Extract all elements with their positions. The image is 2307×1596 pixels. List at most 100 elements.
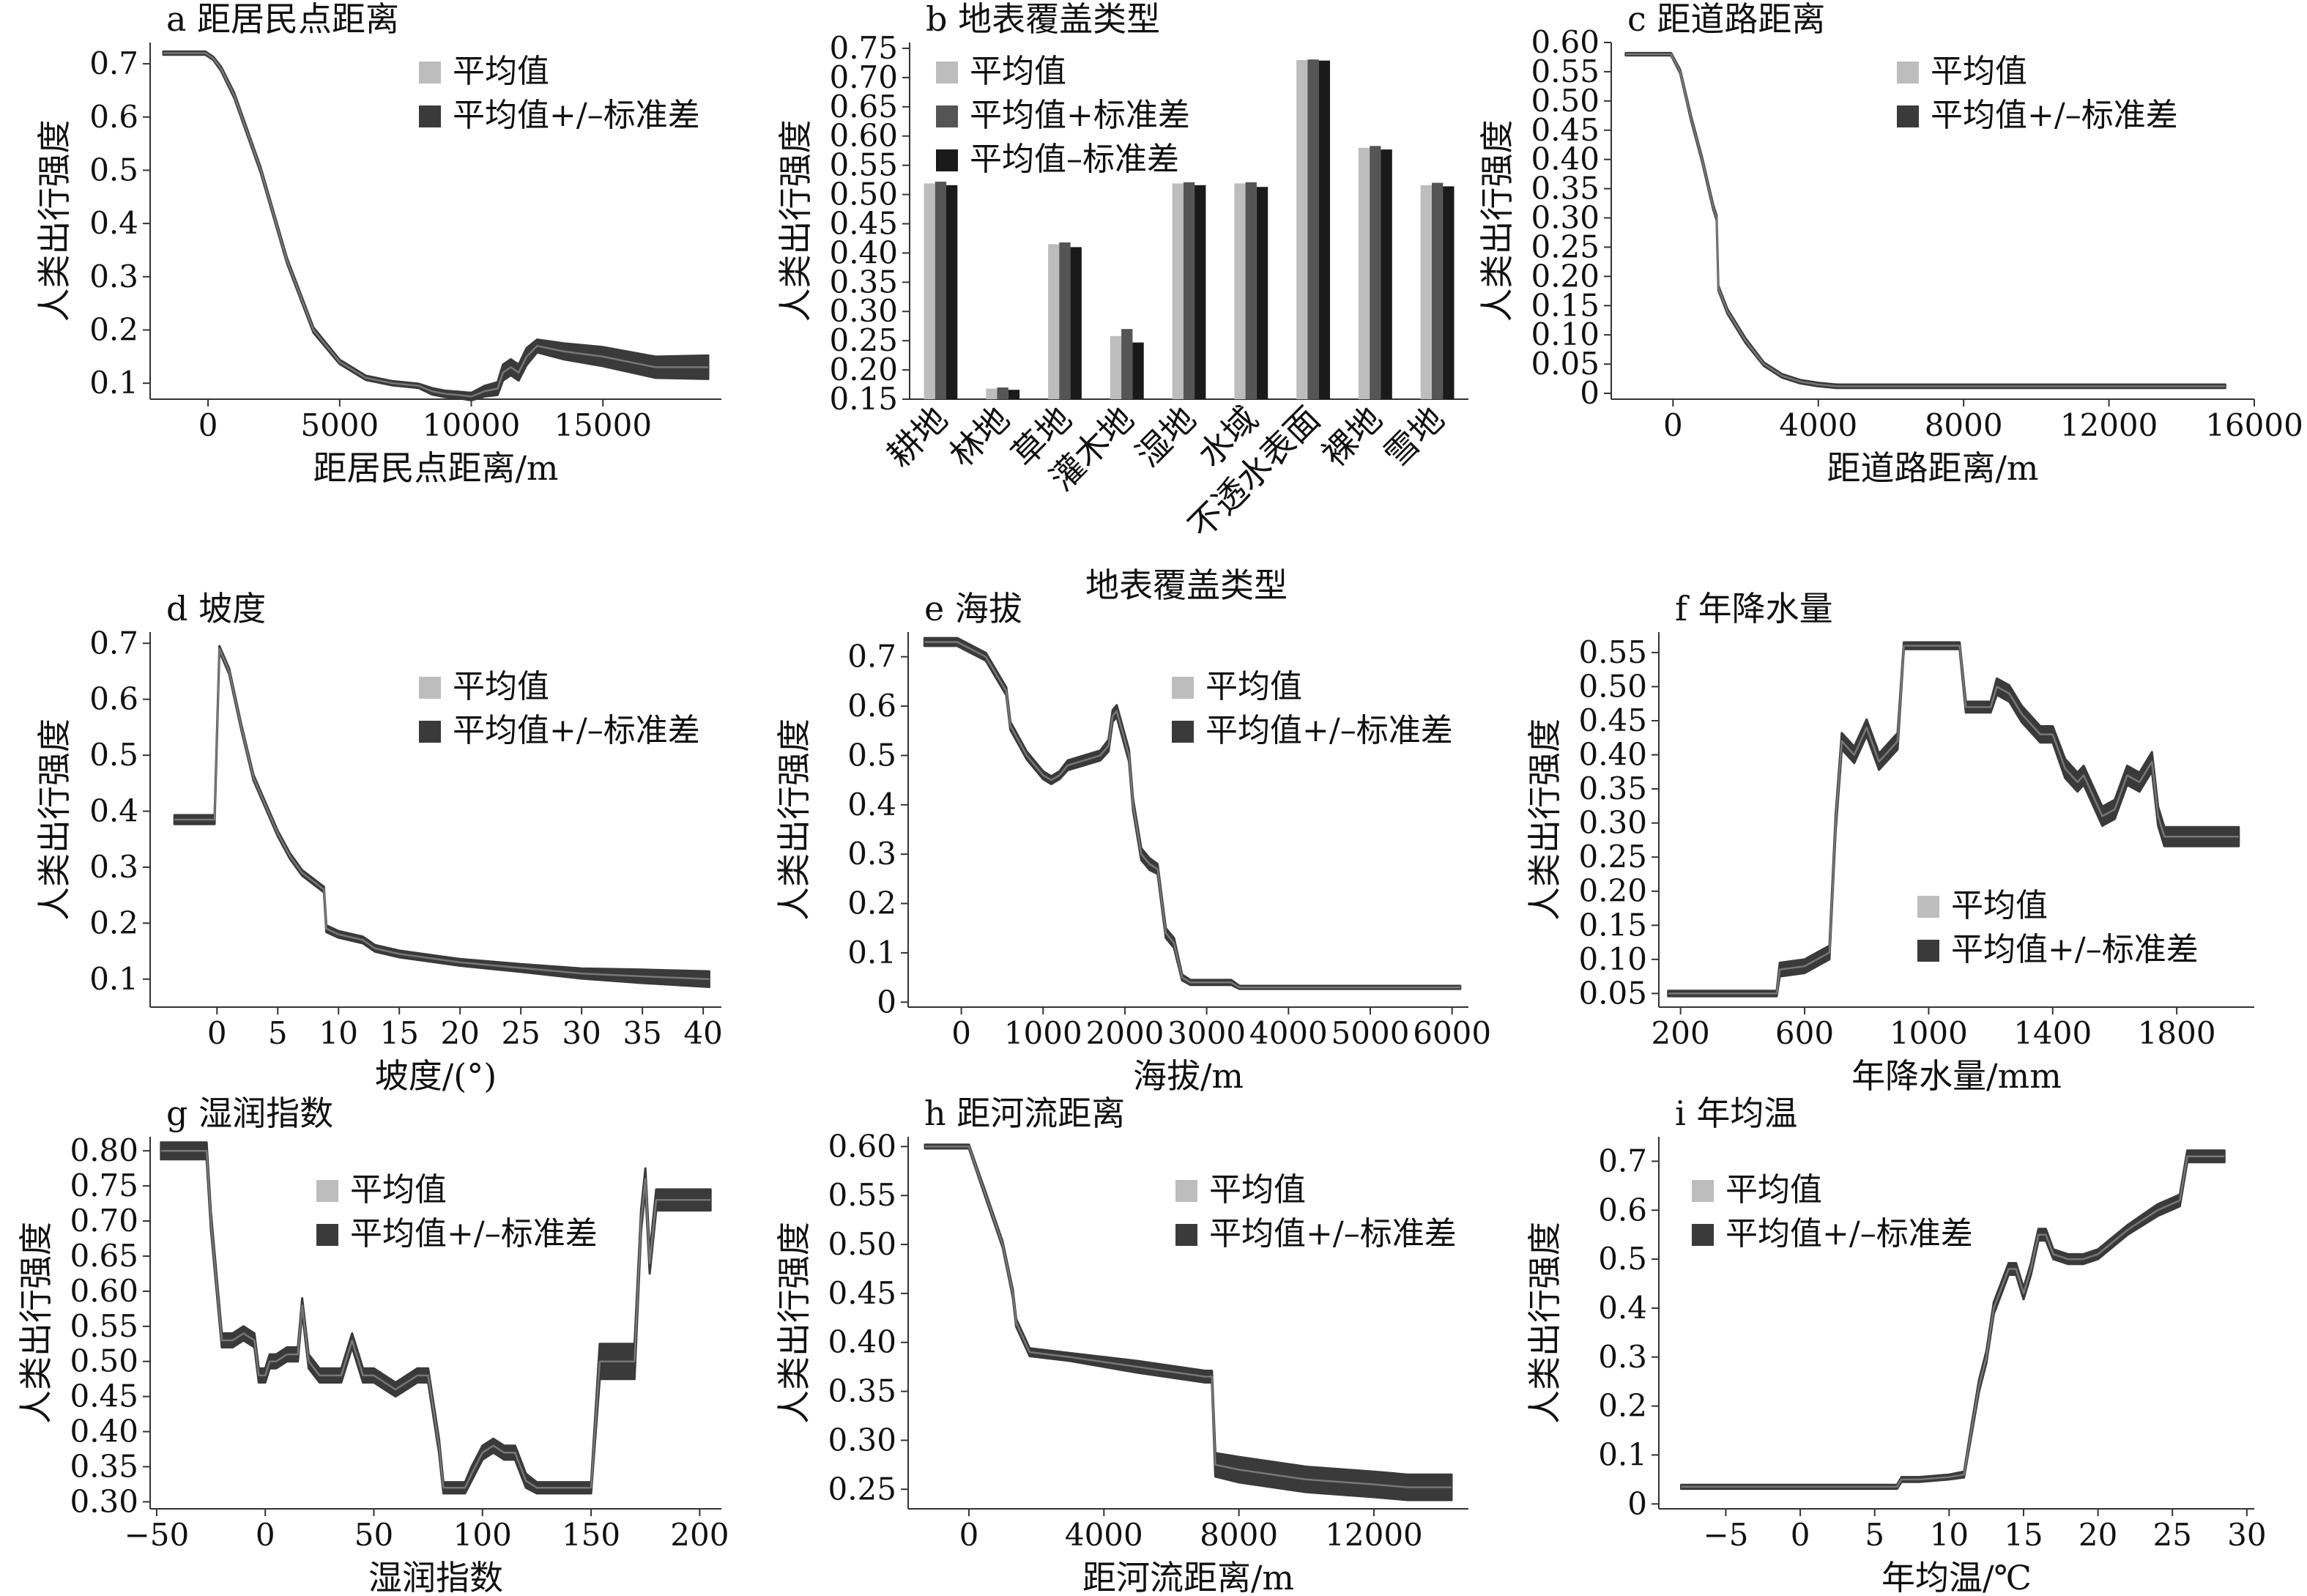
mean-line-h-0 [925, 1146, 1452, 1488]
sd-band-f-0 [1667, 641, 2240, 998]
x-tick-label-i-5: 20 [2078, 1517, 2117, 1553]
y-tick-label-c-1: 0.05 [1531, 346, 1600, 382]
x-tick-label-d-7: 35 [623, 1015, 661, 1051]
panel-b: 0.150.200.250.300.350.400.450.500.550.60… [776, 0, 1468, 546]
legend-swatch-b-0 [936, 62, 958, 83]
x-tick-label-d-0: 0 [207, 1015, 227, 1051]
y-tick-label-f-5: 0.30 [1578, 805, 1647, 841]
mean-line-i-0 [1681, 1155, 2225, 1488]
x-tick-label-f-3: 1400 [2013, 1015, 2092, 1051]
x-tick-label-a-3: 15000 [554, 407, 652, 443]
y-tick-label-g-3: 0.45 [70, 1378, 138, 1414]
panel-title-f: f 年降水量 [1675, 589, 1833, 628]
legend-label-c-1: 平均值+/–标准差 [1931, 97, 2178, 134]
x-tick-label-i-7: 30 [2227, 1517, 2266, 1553]
legend-label-f-0: 平均值 [1951, 887, 2048, 924]
panel-title-g: g 湿润指数 [166, 1094, 333, 1133]
sd-band-a-0 [162, 50, 710, 401]
legend-label-h-1: 平均值+/–标准差 [1209, 1215, 1457, 1252]
y-tick-label-i-3: 0.3 [1598, 1339, 1647, 1375]
x-tick-label-h-2: 8000 [1200, 1517, 1278, 1553]
y-tick-label-g-8: 0.70 [70, 1203, 138, 1239]
x-tick-label-i-1: 0 [1791, 1517, 1810, 1553]
y-axis-label-h: 人类出行强度 [774, 1222, 814, 1424]
y-tick-label-c-8: 0.40 [1531, 141, 1600, 177]
bar-b-1-0 [986, 388, 998, 399]
y-tick-label-h-5: 0.50 [828, 1226, 896, 1262]
legend-swatch-e-0 [1172, 677, 1194, 699]
x-tick-label-c-4: 16000 [2205, 407, 2303, 443]
bar-b-2-1 [1059, 242, 1071, 399]
panel-d: 0.1 0.2 0.3 0.4 0.5 0.6 0.7 人类出行强度 0 5 10 15 20 25 30 3… [34, 589, 723, 1096]
y-tick-label-d-5: 0.6 [89, 681, 138, 717]
y-tick-label-c-9: 0.45 [1531, 112, 1600, 148]
y-tick-label-d-6: 0.7 [89, 625, 138, 661]
y-tick-label-b-6: 0.45 [829, 205, 898, 241]
y-tick-label-e-5: 0.5 [847, 737, 896, 773]
x-tick-label-f-0: 200 [1652, 1015, 1710, 1051]
y-tick-label-i-7: 0.7 [1598, 1143, 1647, 1179]
x-tick-label-g-4: 150 [562, 1517, 620, 1553]
bar-b-8-2 [1443, 186, 1455, 399]
legend-swatch-h-0 [1175, 1180, 1197, 1202]
x-axis-label-i: 年均温/℃ [1881, 1558, 2032, 1596]
y-tick-label-b-11: 0.70 [829, 59, 898, 95]
x-category-label-b-1: 林地 [942, 399, 1017, 475]
x-axis-label-d: 坡度/(°) [375, 1056, 497, 1096]
bar-b-0-1 [935, 182, 947, 399]
panel-b-extra-xlabel: 地表覆盖类型 [1085, 565, 1288, 605]
panel-a: 0.1 0.2 0.3 0.4 0.5 0.6 0.7 人类出行强度 0 5000 10000 150… [34, 0, 721, 488]
y-tick-label-i-4: 0.4 [1598, 1290, 1647, 1326]
bar-b-4-0 [1172, 183, 1184, 399]
y-tick-label-f-1: 0.10 [1578, 941, 1647, 977]
y-tick-label-a-5: 0.6 [89, 99, 138, 135]
x-category-label-b-8: 雪地 [1376, 399, 1452, 475]
legend-swatch-f-0 [1917, 896, 1939, 918]
x-tick-label-h-1: 4000 [1065, 1517, 1143, 1553]
y-tick-label-f-2: 0.15 [1578, 907, 1647, 943]
y-tick-label-b-0: 0.15 [829, 381, 898, 417]
legend-swatch-h-1 [1175, 1224, 1197, 1246]
x-tick-label-c-3: 12000 [2060, 407, 2158, 443]
legend-label-h-0: 平均值 [1209, 1171, 1306, 1209]
legend-label-f-1: 平均值+/–标准差 [1951, 931, 2199, 968]
x-axis-label-e: 海拔/m [1133, 1056, 1244, 1096]
y-tick-label-f-10: 0.55 [1578, 634, 1647, 670]
bar-b-7-1 [1370, 146, 1381, 400]
legend-label-b-1: 平均值+标准差 [970, 97, 1190, 134]
y-axis-label-e: 人类出行强度 [774, 719, 814, 921]
x-tick-label-f-2: 1000 [1890, 1015, 1968, 1051]
y-tick-label-a-2: 0.3 [89, 259, 138, 294]
y-tick-label-b-4: 0.35 [829, 264, 898, 300]
x-tick-label-d-1: 5 [268, 1015, 288, 1051]
x-tick-label-i-3: 10 [1930, 1517, 1969, 1553]
y-tick-label-e-3: 0.3 [847, 836, 896, 872]
panel-i: 0 0.1 0.2 0.3 0.4 0.5 0.6 0.7 人类出行强度 −5 0 5 10 15 20 25… [1525, 1094, 2267, 1596]
panel-g: 0.300.350.400.450.500.550.600.650.700.75… [16, 1094, 729, 1596]
y-tick-label-a-4: 0.5 [89, 152, 138, 188]
x-tick-label-g-5: 200 [670, 1517, 729, 1553]
y-tick-label-e-7: 0.7 [847, 639, 896, 675]
y-tick-label-f-0: 0.05 [1578, 975, 1647, 1011]
y-tick-label-c-12: 0.60 [1531, 24, 1600, 60]
legend-label-i-1: 平均值+/–标准差 [1725, 1215, 1973, 1252]
y-tick-label-c-5: 0.25 [1531, 229, 1600, 264]
x-tick-label-a-2: 10000 [423, 407, 521, 443]
legend-swatch-e-1 [1172, 721, 1194, 743]
x-tick-label-h-0: 0 [959, 1517, 979, 1553]
x-tick-label-i-0: −5 [1704, 1517, 1749, 1553]
x-tick-label-h-3: 12000 [1325, 1517, 1423, 1553]
x-tick-label-i-2: 5 [1865, 1517, 1884, 1553]
x-tick-label-g-2: 50 [354, 1517, 393, 1553]
legend-label-d-0: 平均值 [453, 668, 549, 705]
panel-title-i: i 年均温 [1675, 1094, 1797, 1133]
y-tick-label-c-10: 0.50 [1531, 83, 1600, 119]
legend-swatch-f-1 [1917, 940, 1939, 962]
bar-b-2-2 [1070, 247, 1082, 399]
y-tick-label-d-2: 0.3 [89, 849, 138, 885]
y-tick-label-e-4: 0.4 [847, 787, 896, 823]
bar-b-2-0 [1048, 244, 1060, 399]
x-tick-label-i-4: 15 [2004, 1517, 2043, 1553]
